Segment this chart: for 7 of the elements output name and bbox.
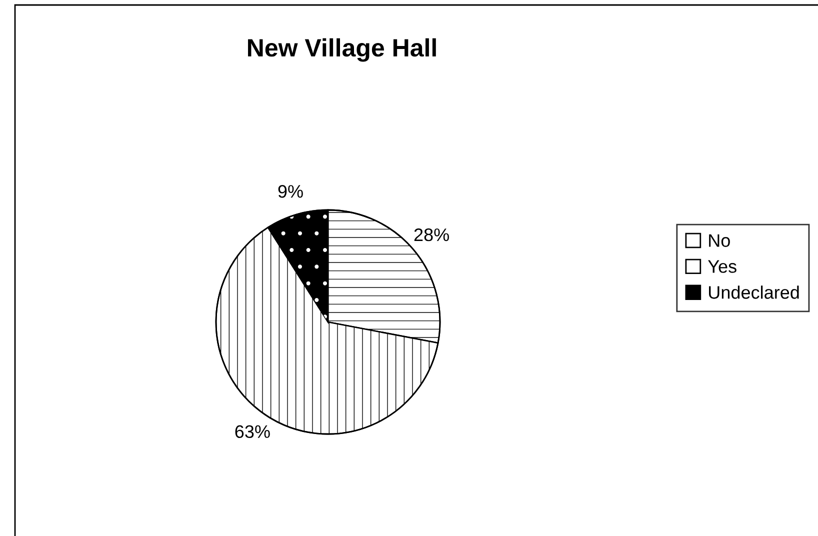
data-label: 9% (278, 185, 303, 198)
chart-title: New Village Hall (248, 38, 436, 62)
legend-label: Yes (708, 260, 736, 273)
legend-label: No (709, 234, 730, 247)
data-label: 28% (414, 228, 449, 242)
data-label: 63% (235, 425, 270, 438)
legend-label: Undeclared (709, 286, 799, 299)
